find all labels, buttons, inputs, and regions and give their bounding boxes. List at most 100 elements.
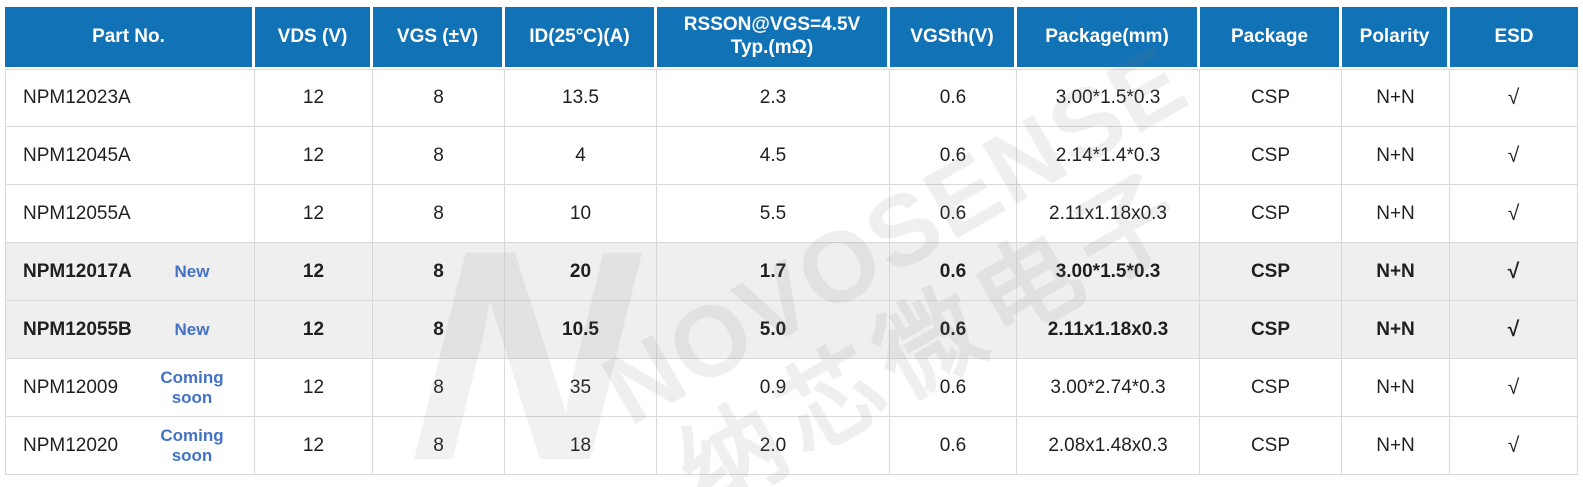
cell-package-mm: 2.08x1.48x0.3 [1017, 417, 1200, 475]
cell-package-mm: 3.00*1.5*0.3 [1017, 243, 1200, 301]
part-number: NPM12017A [23, 260, 132, 282]
new-badge: New [174, 261, 210, 281]
new-badge: New [174, 319, 210, 339]
cell-vds: 12 [255, 359, 373, 417]
cell-part-no: NPM12023A [5, 69, 255, 127]
cell-esd-checkmark: √ [1450, 69, 1578, 127]
cell-rsson: 0.9 [657, 359, 890, 417]
cell-part-no: NPM12055A [5, 185, 255, 243]
cell-package-mm: 3.00*1.5*0.3 [1017, 69, 1200, 127]
cell-package-mm: 2.14*1.4*0.3 [1017, 127, 1200, 185]
cell-vgs: 8 [373, 185, 505, 243]
cell-package: CSP [1200, 185, 1342, 243]
cell-rsson: 4.5 [657, 127, 890, 185]
column-header-vds: VDS (V) [255, 7, 373, 69]
column-header-polarity: Polarity [1342, 7, 1450, 69]
cell-package: CSP [1200, 417, 1342, 475]
cell-vgs: 8 [373, 359, 505, 417]
cell-package: CSP [1200, 69, 1342, 127]
cell-package: CSP [1200, 243, 1342, 301]
parts-spec-table: Part No. VDS (V) VGS (±V) ID(25°C)(A) RS… [5, 7, 1578, 475]
cell-package: CSP [1200, 127, 1342, 185]
cell-polarity: N+N [1342, 301, 1450, 359]
coming-soon-badge: Coming soon [160, 425, 224, 465]
table-row-npm12045a: NPM12045A 12 8 4 4.5 0.6 2.14*1.4*0.3 CS… [5, 127, 1578, 185]
column-header-rsson: RSSON@VGS=4.5V Typ.(mΩ) [657, 7, 890, 69]
cell-vgs: 8 [373, 301, 505, 359]
cell-esd-checkmark: √ [1450, 185, 1578, 243]
cell-id: 18 [505, 417, 657, 475]
cell-polarity: N+N [1342, 359, 1450, 417]
cell-id: 4 [505, 127, 657, 185]
column-header-id: ID(25°C)(A) [505, 7, 657, 69]
cell-id: 13.5 [505, 69, 657, 127]
column-header-vgsth: VGSth(V) [890, 7, 1017, 69]
cell-rsson: 2.3 [657, 69, 890, 127]
column-header-package-mm: Package(mm) [1017, 7, 1200, 69]
cell-vgsth: 0.6 [890, 69, 1017, 127]
table-row-npm12055b: NPM12055B New 12 8 10.5 5.0 0.6 2.11x1.1… [5, 301, 1578, 359]
cell-package-mm: 2.11x1.18x0.3 [1017, 185, 1200, 243]
cell-rsson: 5.5 [657, 185, 890, 243]
cell-esd-checkmark: √ [1450, 417, 1578, 475]
cell-vds: 12 [255, 301, 373, 359]
cell-esd-checkmark: √ [1450, 127, 1578, 185]
cell-id: 10 [505, 185, 657, 243]
cell-vgsth: 0.6 [890, 127, 1017, 185]
cell-vds: 12 [255, 69, 373, 127]
cell-part-no: NPM12055B New [5, 301, 255, 359]
part-number: NPM12055A [23, 202, 131, 224]
coming-soon-badge: Coming soon [160, 367, 224, 407]
cell-part-no: NPM12045A [5, 127, 255, 185]
cell-esd-checkmark: √ [1450, 243, 1578, 301]
part-number: NPM12009 [23, 376, 119, 398]
cell-vds: 12 [255, 243, 373, 301]
cell-vgs: 8 [373, 417, 505, 475]
cell-vgsth: 0.6 [890, 359, 1017, 417]
cell-vds: 12 [255, 185, 373, 243]
cell-polarity: N+N [1342, 69, 1450, 127]
cell-rsson: 5.0 [657, 301, 890, 359]
cell-id: 10.5 [505, 301, 657, 359]
cell-rsson: 1.7 [657, 243, 890, 301]
column-header-package: Package [1200, 7, 1342, 69]
cell-vgsth: 0.6 [890, 417, 1017, 475]
cell-vgsth: 0.6 [890, 301, 1017, 359]
cell-vgs: 8 [373, 127, 505, 185]
cell-vgsth: 0.6 [890, 185, 1017, 243]
column-header-esd: ESD [1450, 7, 1578, 69]
cell-polarity: N+N [1342, 243, 1450, 301]
cell-part-no: NPM12009 Coming soon [5, 359, 255, 417]
header-row: Part No. VDS (V) VGS (±V) ID(25°C)(A) RS… [5, 7, 1578, 69]
cell-part-no: NPM12017A New [5, 243, 255, 301]
cell-polarity: N+N [1342, 127, 1450, 185]
table-row-npm12023a: NPM12023A 12 8 13.5 2.3 0.6 3.00*1.5*0.3… [5, 69, 1578, 127]
cell-esd-checkmark: √ [1450, 359, 1578, 417]
cell-id: 20 [505, 243, 657, 301]
part-number: NPM12023A [23, 87, 131, 108]
column-header-vgs: VGS (±V) [373, 7, 505, 69]
cell-vgs: 8 [373, 69, 505, 127]
cell-package: CSP [1200, 359, 1342, 417]
table-row-npm12055a: NPM12055A 12 8 10 5.5 0.6 2.11x1.18x0.3 … [5, 185, 1578, 243]
cell-vgsth: 0.6 [890, 243, 1017, 301]
table-row-npm12020: NPM12020 Coming soon 12 8 18 2.0 0.6 2.0… [5, 417, 1578, 475]
cell-package: CSP [1200, 301, 1342, 359]
cell-part-no: NPM12020 Coming soon [5, 417, 255, 475]
part-number: NPM12055B [23, 318, 132, 340]
cell-package-mm: 3.00*2.74*0.3 [1017, 359, 1200, 417]
part-number: NPM12020 [23, 434, 119, 456]
column-header-part-no: Part No. [5, 7, 255, 69]
cell-id: 35 [505, 359, 657, 417]
cell-polarity: N+N [1342, 185, 1450, 243]
table-row-npm12009: NPM12009 Coming soon 12 8 35 0.9 0.6 3.0… [5, 359, 1578, 417]
table-row-npm12017a: NPM12017A New 12 8 20 1.7 0.6 3.00*1.5*0… [5, 243, 1578, 301]
part-number: NPM12045A [23, 144, 131, 166]
cell-rsson: 2.0 [657, 417, 890, 475]
cell-vds: 12 [255, 127, 373, 185]
cell-vds: 12 [255, 417, 373, 475]
cell-polarity: N+N [1342, 417, 1450, 475]
cell-esd-checkmark: √ [1450, 301, 1578, 359]
cell-package-mm: 2.11x1.18x0.3 [1017, 301, 1200, 359]
